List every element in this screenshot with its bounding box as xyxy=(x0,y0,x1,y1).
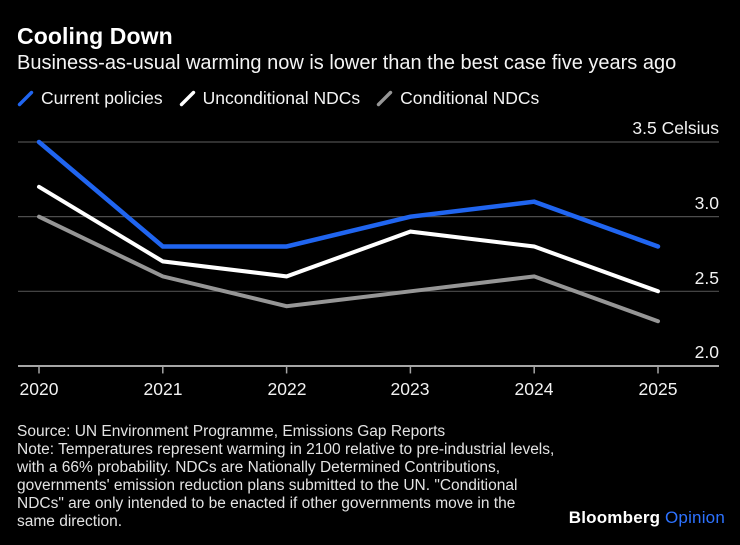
x-axis-tick-label: 2022 xyxy=(267,379,307,399)
legend: Current policies Unconditional NDCs Cond… xyxy=(17,88,539,109)
x-axis-tick-label: 2024 xyxy=(514,379,554,399)
note-line: NDCs" are only intended to be enacted if… xyxy=(17,495,516,512)
bloomberg-opinion-logo: Bloomberg Opinion xyxy=(569,508,725,528)
y-axis-tick-label: 2.5 xyxy=(694,268,719,288)
note-line: Note: Temperatures represent warming in … xyxy=(17,441,555,458)
source-line: Source: UN Environment Programme, Emissi… xyxy=(17,423,446,440)
y-axis-tick-label: 2.0 xyxy=(694,342,719,362)
footer-notes: Source: UN Environment Programme, Emissi… xyxy=(17,423,554,531)
note-line: with a 66% probability. NDCs are Nationa… xyxy=(17,459,501,476)
x-axis-tick-label: 2025 xyxy=(638,379,678,399)
y-axis-tick-label: 3.5 Celsius xyxy=(632,118,719,138)
brand-division: Opinion xyxy=(665,508,725,527)
x-axis-tick-label: 2020 xyxy=(19,379,59,399)
note-line: same direction. xyxy=(17,513,123,530)
chart-subtitle: Business-as-usual warming now is lower t… xyxy=(17,52,677,74)
x-axis-tick-label: 2021 xyxy=(143,379,183,399)
series-line-current-policies xyxy=(36,139,661,249)
legend-label: Conditional NDCs xyxy=(400,88,540,108)
line-swatch-icon xyxy=(376,90,393,107)
line-swatch-icon xyxy=(17,90,34,107)
legend-label: Unconditional NDCs xyxy=(202,88,361,108)
legend-item-current-policies: Current policies xyxy=(17,88,163,109)
x-axis-tick-label: 2023 xyxy=(390,379,430,399)
line-swatch-icon xyxy=(179,90,195,107)
series-line-unconditional-ndcs xyxy=(37,184,660,294)
chart-title: Cooling Down xyxy=(17,23,173,49)
legend-label: Current policies xyxy=(41,88,163,108)
legend-item-unconditional-ndcs: Unconditional NDCs xyxy=(179,88,361,109)
y-axis-tick-label: 3.0 xyxy=(694,193,719,213)
note-line: governments' emission reduction plans su… xyxy=(17,477,518,494)
legend-item-conditional-ndcs: Conditional NDCs xyxy=(376,88,539,109)
brand-name: Bloomberg xyxy=(568,508,661,527)
series-line-conditional-ndcs xyxy=(37,214,660,324)
